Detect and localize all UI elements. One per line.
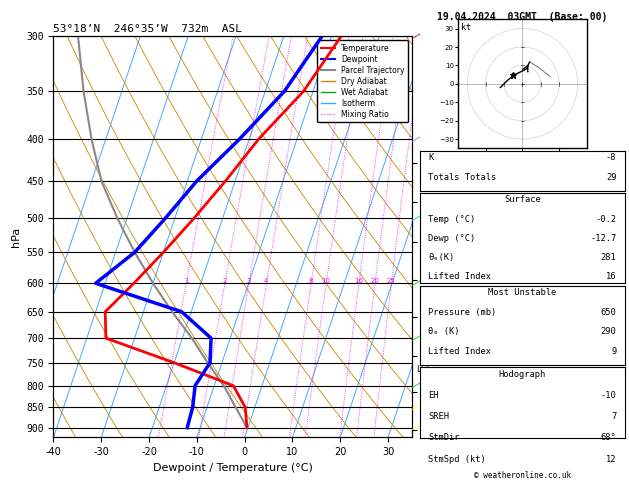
Text: 12: 12 [606,454,616,464]
X-axis label: Dewpoint / Temperature (°C): Dewpoint / Temperature (°C) [153,463,313,473]
Text: /: / [411,134,420,143]
Text: θₑ (K): θₑ (K) [428,328,460,336]
Text: Hodograph: Hodograph [499,370,546,379]
Text: 9: 9 [611,347,616,356]
Text: Pressure (mb): Pressure (mb) [428,308,497,317]
Text: © weatheronline.co.uk: © weatheronline.co.uk [474,471,571,480]
Text: SREH: SREH [428,412,449,421]
Text: /: / [411,32,420,41]
Text: 3: 3 [247,278,251,284]
Text: /: / [411,381,420,390]
Text: θₑ(K): θₑ(K) [428,253,455,262]
Text: 0: 0 [611,367,616,376]
Text: StmDir: StmDir [428,434,460,442]
Text: 68°: 68° [601,434,616,442]
Text: -0.2: -0.2 [596,215,616,224]
Text: /: / [411,278,420,288]
Text: CAPE (J): CAPE (J) [428,292,470,301]
Text: 290: 290 [601,328,616,336]
Text: Lifted Index: Lifted Index [428,273,491,281]
Text: /: / [411,333,420,343]
Text: Most Unstable: Most Unstable [488,288,557,297]
Text: 19.04.2024  03GMT  (Base: 00): 19.04.2024 03GMT (Base: 00) [437,12,608,22]
Text: -10: -10 [601,391,616,400]
Text: K: K [428,153,433,162]
Text: 0: 0 [611,387,616,396]
Text: 4: 4 [264,278,269,284]
Text: 10: 10 [321,278,330,284]
Text: 53°18’N  246°35’W  732m  ASL: 53°18’N 246°35’W 732m ASL [53,24,242,35]
Text: -12.7: -12.7 [590,234,616,243]
Y-axis label: km
ASL: km ASL [444,226,462,248]
Text: /: / [411,402,420,412]
Text: 8: 8 [309,278,313,284]
Text: PW (cm): PW (cm) [428,193,465,202]
Text: StmSpd (kt): StmSpd (kt) [428,454,486,464]
Text: Lifted Index: Lifted Index [428,347,491,356]
Text: CIN (J): CIN (J) [428,311,465,320]
Text: 2: 2 [223,278,227,284]
Text: 7: 7 [611,412,616,421]
Text: kt: kt [460,23,470,32]
Text: /: / [411,214,420,223]
Text: Totals Totals: Totals Totals [428,173,497,182]
Text: CIN (J): CIN (J) [428,387,465,396]
Y-axis label: hPa: hPa [11,227,21,247]
Text: CAPE (J): CAPE (J) [428,367,470,376]
Text: 281: 281 [601,253,616,262]
Text: 650: 650 [601,308,616,317]
Text: 29: 29 [606,173,616,182]
Text: /: / [411,423,420,433]
Text: 1: 1 [184,278,188,284]
Text: EH: EH [428,391,439,400]
Text: 16: 16 [606,273,616,281]
Text: 25: 25 [387,278,396,284]
Text: -8: -8 [606,153,616,162]
Text: 20: 20 [370,278,379,284]
Text: 16: 16 [354,278,364,284]
Text: Temp (°C): Temp (°C) [428,215,476,224]
Text: 0: 0 [611,311,616,320]
Text: LCL: LCL [416,365,431,374]
Legend: Temperature, Dewpoint, Parcel Trajectory, Dry Adiabat, Wet Adiabat, Isotherm, Mi: Temperature, Dewpoint, Parcel Trajectory… [317,40,408,122]
Text: Surface: Surface [504,195,541,204]
Text: Dewp (°C): Dewp (°C) [428,234,476,243]
Text: 0.56: 0.56 [596,193,616,202]
Text: 0: 0 [611,292,616,301]
